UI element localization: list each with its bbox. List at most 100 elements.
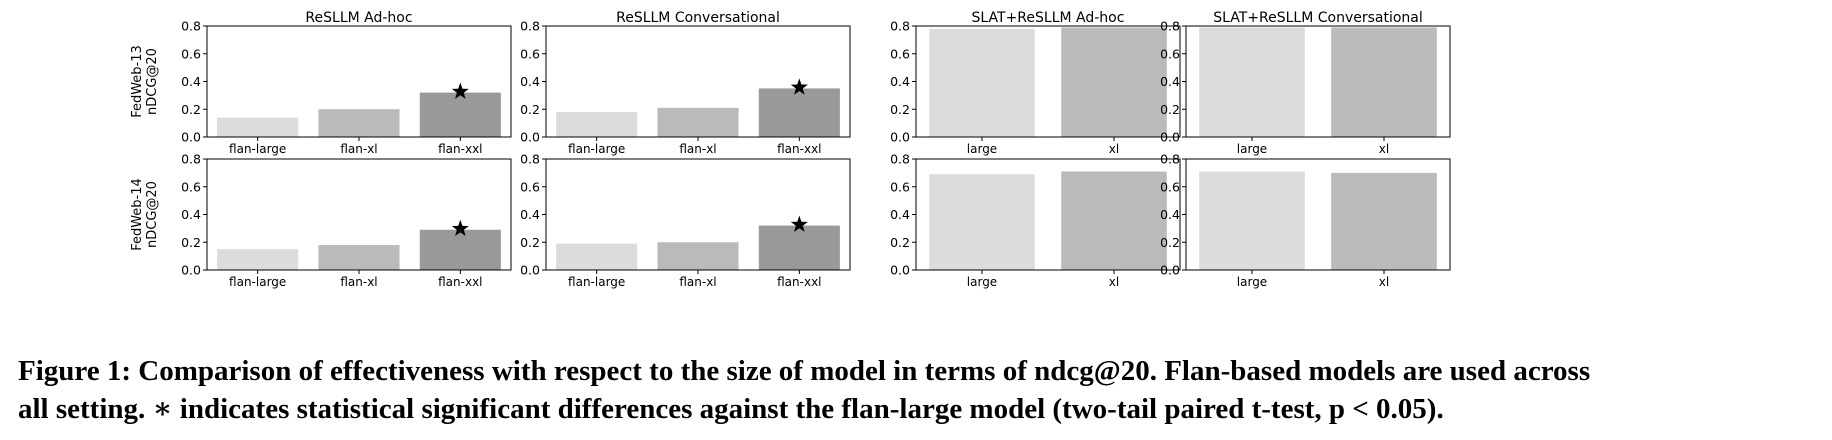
panel-3-bar-large [929, 28, 1035, 138]
panel-4-xtick-label: xl [1379, 142, 1389, 156]
panel-8-xtick-label: xl [1379, 275, 1389, 289]
panel-2-ytick-label: 0.8 [520, 19, 540, 34]
panel-6-xtick-label: flan-large [568, 275, 625, 289]
panel-5-ytick-label: 0.2 [181, 235, 201, 250]
panel-8-ytick-label: 0.8 [1160, 152, 1180, 167]
panel-1-significance-star [451, 82, 469, 99]
panel-1-ytick-label: 0.2 [181, 102, 201, 117]
panel-4-bar-large [1199, 27, 1305, 137]
panel-4-title: SLAT+ReSLLM Conversational [1213, 10, 1423, 26]
panel-1-bar-flan-xxl [419, 92, 501, 137]
panel-3-title: SLAT+ReSLLM Ad-hoc [972, 10, 1125, 26]
panel-5-ytick-label: 0.6 [181, 179, 201, 194]
panel-8-bar-large [1199, 171, 1305, 270]
panel-6-xtick-label: flan-xxl [777, 275, 821, 289]
panel-2-title: ReSLLM Conversational [616, 10, 780, 26]
panel-3-ytick-label: 0.4 [890, 74, 910, 89]
panel-5-xtick-label: flan-large [229, 275, 286, 289]
panel-2-ytick-label: 0.6 [520, 46, 540, 61]
panel-7-ytick-label: 0.6 [890, 179, 910, 194]
panel-4-ytick-label: 0.0 [1160, 130, 1180, 145]
panel-8-ytick-label: 0.4 [1160, 207, 1180, 222]
panel-7-ytick-label: 0.0 [890, 263, 910, 278]
panel-6-axes-frame [545, 158, 851, 271]
panel-6-significance-star [790, 215, 808, 232]
panel-3-ytick-label: 0.0 [890, 130, 910, 145]
panel-2-ytick-label: 0.4 [520, 74, 540, 89]
panel-2-bar-flan-large [556, 112, 638, 137]
panel-6-ytick-label: 0.8 [520, 152, 540, 167]
panel-1-title: ReSLLM Ad-hoc [305, 10, 412, 26]
row-label-2-line-2: nDCG@20 [145, 181, 160, 248]
panel-8-axes-frame [1185, 158, 1451, 271]
row-label-1-line-2: nDCG@20 [145, 48, 160, 115]
panel-4-ytick-label: 0.6 [1160, 46, 1180, 61]
panel-1-ytick-label: 0.6 [181, 46, 201, 61]
panel-5-bar-flan-xl [318, 245, 400, 270]
panel-5-significance-star [451, 219, 469, 237]
panel-1-xtick-label: flan-xl [340, 142, 377, 156]
panel-8-ytick-label: 0.6 [1160, 179, 1180, 194]
panel-2-ytick-label: 0.0 [520, 130, 540, 145]
panel-1-axes-frame [206, 25, 512, 138]
panel-1-ytick-label: 0.8 [181, 19, 201, 34]
panel-5-ytick-label: 0.4 [181, 207, 201, 222]
row-label-2-line-1: FedWeb-14 [130, 178, 145, 251]
panel-1-xtick-label: flan-large [229, 142, 286, 156]
panel-3-ytick-label: 0.2 [890, 102, 910, 117]
caption-line-2: all setting. ∗ indicates statistical sig… [18, 393, 1444, 425]
panel-3-ytick-label: 0.6 [890, 46, 910, 61]
panel-4-ytick-label: 0.8 [1160, 19, 1180, 34]
panel-2-ytick-label: 0.2 [520, 102, 540, 117]
panel-1-bar-flan-large [217, 117, 299, 137]
row-label-1-line-1: FedWeb-13 [130, 45, 145, 118]
panel-2-bar-flan-xl [657, 107, 739, 137]
panel-6-ytick-label: 0.2 [520, 235, 540, 250]
panel-6-ytick-label: 0.4 [520, 207, 540, 222]
panel-7-ytick-label: 0.4 [890, 207, 910, 222]
panel-3-xtick-label: large [967, 142, 997, 156]
panel-2-xtick-label: flan-large [568, 142, 625, 156]
panel-3-xtick-label: xl [1109, 142, 1119, 156]
panel-1-xtick-label: flan-xxl [438, 142, 482, 156]
caption-line-1: Figure 1: Comparison of effectiveness wi… [18, 355, 1591, 387]
panel-5-ytick-label: 0.8 [181, 152, 201, 167]
panel-6-bar-flan-xl [657, 242, 739, 270]
panel-8-xtick-label: large [1237, 275, 1267, 289]
panel-5-bar-flan-large [217, 249, 299, 270]
panel-2-xtick-label: flan-xxl [777, 142, 821, 156]
panel-6-ytick-label: 0.0 [520, 263, 540, 278]
panel-2-axes-frame [545, 25, 851, 138]
panel-3-ytick-label: 0.8 [890, 19, 910, 34]
panel-8-bar-xl [1331, 172, 1437, 271]
panel-4-axes-frame [1185, 25, 1451, 138]
panel-1-ytick-label: 0.0 [181, 130, 201, 145]
panel-5-bar-flan-xxl [419, 229, 501, 270]
panel-7-bar-large [929, 174, 1035, 270]
panel-4-xtick-label: large [1237, 142, 1267, 156]
figure-caption: Figure 1: Comparison of effectiveness wi… [18, 352, 1818, 428]
panel-6-ytick-label: 0.6 [520, 179, 540, 194]
panel-7-xtick-label: large [967, 275, 997, 289]
panel-7-ytick-label: 0.8 [890, 152, 910, 167]
panel-6-bar-flan-xxl [758, 225, 840, 270]
panel-7-axes-frame [915, 158, 1181, 271]
panel-2-significance-star [790, 78, 808, 95]
panel-2-bar-flan-xxl [758, 88, 840, 137]
panel-3-axes-frame [915, 25, 1181, 138]
panel-7-xtick-label: xl [1109, 275, 1119, 289]
panel-5-xtick-label: flan-xl [340, 275, 377, 289]
panel-4-bar-xl [1331, 27, 1437, 137]
panel-5-ytick-label: 0.0 [181, 263, 201, 278]
panel-6-xtick-label: flan-xl [679, 275, 716, 289]
panel-6-bar-flan-large [556, 243, 638, 270]
panel-8-ytick-label: 0.0 [1160, 263, 1180, 278]
panel-5-xtick-label: flan-xxl [438, 275, 482, 289]
panel-4-ytick-label: 0.4 [1160, 74, 1180, 89]
panel-5-axes-frame [206, 158, 512, 271]
panel-3-bar-xl [1061, 27, 1167, 137]
panel-7-bar-xl [1061, 171, 1167, 270]
panel-1-bar-flan-xl [318, 109, 400, 137]
figure-panels: flan-large flan-xl flan-xxl 0.0 0.2 0.4 0.6 0.8… [130, 10, 1451, 289]
panel-2-xtick-label: flan-xl [679, 142, 716, 156]
